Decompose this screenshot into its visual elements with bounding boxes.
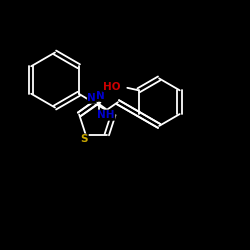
Text: S: S <box>81 134 88 144</box>
Text: N: N <box>96 91 105 101</box>
Text: N: N <box>88 93 96 103</box>
Text: NH: NH <box>98 110 115 120</box>
Text: HO: HO <box>103 82 120 92</box>
